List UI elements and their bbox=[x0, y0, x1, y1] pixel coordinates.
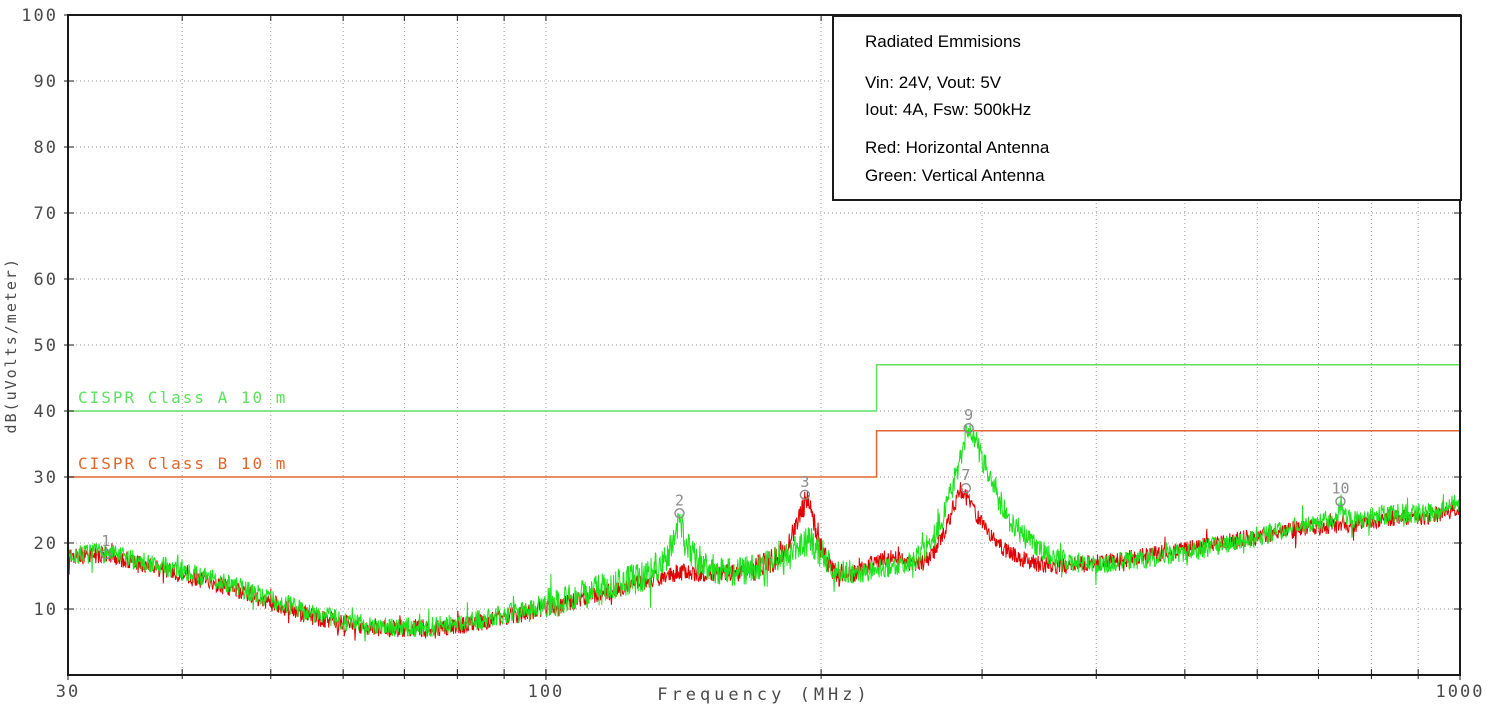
y-tick-70: 70 bbox=[34, 204, 58, 224]
y-tick-40: 40 bbox=[34, 402, 58, 422]
trace-vertical-antenna bbox=[67, 422, 1461, 642]
cispr-class-a-line bbox=[68, 364, 1460, 412]
cispr-class-b-line bbox=[68, 430, 1460, 478]
marker-7-label: 7 bbox=[961, 466, 970, 484]
marker-7-circle bbox=[960, 483, 972, 494]
marker-10-circle bbox=[1335, 496, 1346, 507]
cispr-class-a-label: CISPR Class A 10 m bbox=[78, 388, 287, 407]
info-line-iout-fsw: Iout: 4A, Fsw: 500kHz bbox=[865, 100, 1032, 120]
info-box-electrical-group: Vin: 24V, Vout: 5V Iout: 4A, Fsw: 500kHz bbox=[865, 69, 1460, 123]
marker-2-circle bbox=[674, 508, 685, 519]
x-tick-100: 100 bbox=[528, 682, 565, 702]
marker-10-label: 10 bbox=[1331, 479, 1349, 497]
info-box-antenna-group: Red: Horizontal Antenna Green: Vertical … bbox=[865, 134, 1460, 188]
emission-traces bbox=[67, 422, 1461, 642]
y-tick-100: 100 bbox=[21, 6, 58, 26]
tick-labels: 10 20 30 40 50 60 70 80 90 100 30 100 1000 bbox=[21, 6, 1485, 702]
y-tick-80: 80 bbox=[34, 138, 58, 158]
info-line-green-antenna: Green: Vertical Antenna bbox=[865, 165, 1045, 185]
x-tick-30: 30 bbox=[56, 682, 80, 702]
y-tick-60: 60 bbox=[34, 270, 58, 290]
y-tick-30: 30 bbox=[34, 468, 58, 488]
x-axis-title: Frequency (MHz) bbox=[657, 685, 871, 705]
marker-9-circle bbox=[963, 422, 974, 434]
marker-1-label: 1 bbox=[101, 532, 110, 550]
marker-3-label: 3 bbox=[800, 473, 809, 491]
info-box: Radiated Emmisions Vin: 24V, Vout: 5V Io… bbox=[832, 15, 1462, 201]
cispr-class-b-label: CISPR Class B 10 m bbox=[78, 454, 287, 473]
peak-markers: 1 2 3 9 7 10 bbox=[100, 406, 1350, 560]
y-tick-50: 50 bbox=[34, 336, 58, 356]
cispr-limit-lines: CISPR Class A 10 m CISPR Class B 10 m bbox=[68, 364, 1460, 478]
marker-2-label: 2 bbox=[675, 491, 684, 509]
info-box-title: Radiated Emmisions bbox=[865, 32, 1021, 51]
y-tick-20: 20 bbox=[34, 534, 58, 554]
y-tick-10: 10 bbox=[34, 600, 58, 620]
marker-9-label: 9 bbox=[964, 406, 973, 424]
marker-1-circle bbox=[100, 549, 112, 560]
y-tick-90: 90 bbox=[34, 72, 58, 92]
trace-horizontal-antenna bbox=[67, 482, 1461, 641]
info-line-vin-vout: Vin: 24V, Vout: 5V bbox=[865, 73, 1002, 92]
x-tick-1000: 1000 bbox=[1436, 682, 1485, 702]
y-axis-title: dB(uVolts/meter) bbox=[2, 257, 20, 434]
info-line-red-antenna: Red: Horizontal Antenna bbox=[865, 138, 1050, 158]
marker-3-circle bbox=[799, 489, 811, 501]
